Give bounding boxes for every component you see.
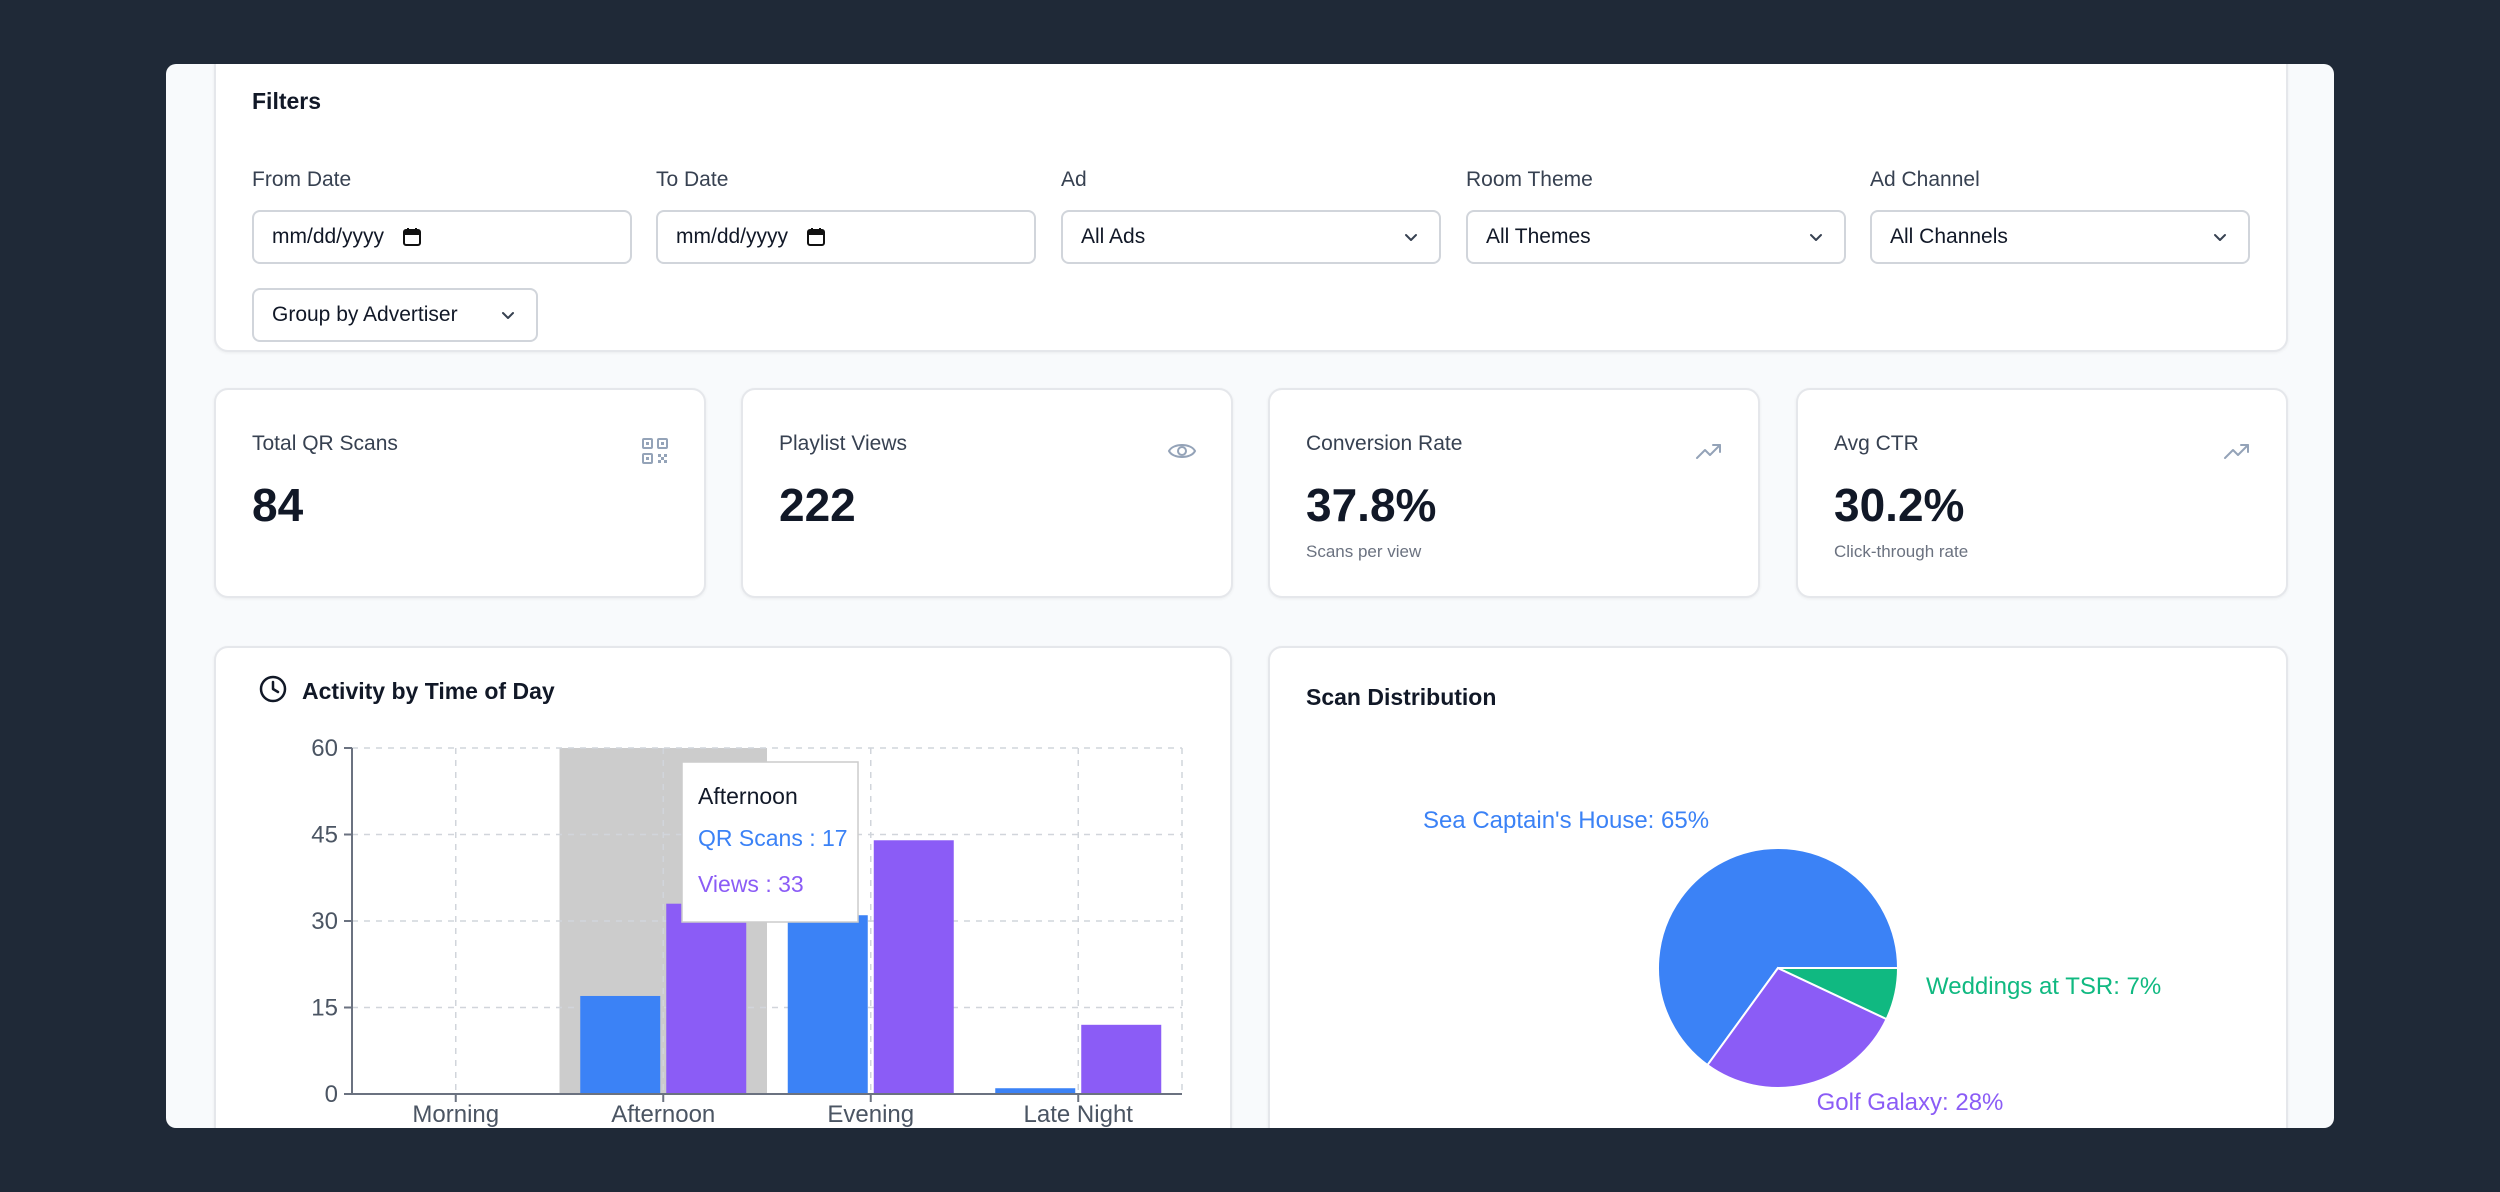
pie-slice-1 <box>1706 966 1888 1089</box>
scan-distribution-title: Scan Distribution <box>1306 684 1497 710</box>
stat-label: Avg CTR <box>1834 432 1919 455</box>
bar-qr-scans-evening <box>787 915 868 1094</box>
to-date-input[interactable]: mm/dd/yyyy <box>656 210 1036 264</box>
bar-views-evening <box>873 840 954 1094</box>
bar-qr-scans-afternoon <box>580 995 661 1094</box>
bar-qr-scans-late-night <box>995 1088 1076 1094</box>
ad-channel-value: All Channels <box>1890 225 2008 248</box>
x-tick-label: Late Night <box>1024 1101 1134 1128</box>
stat-subtitle: Scans per view <box>1306 542 1422 561</box>
calendar-icon[interactable] <box>806 227 826 247</box>
calendar-icon[interactable] <box>402 227 422 247</box>
app-window: Filters From Date mm/dd/yyyy To Date mm/… <box>166 64 2334 1128</box>
clock-icon <box>259 675 287 703</box>
stat-card-avg-ctr: Avg CTR 30.2% Click-through rate <box>1796 388 2288 598</box>
trending-up-icon <box>1696 444 1721 459</box>
x-tick-label: Afternoon <box>611 1101 715 1128</box>
ad-channel-label: Ad Channel <box>1870 168 1980 191</box>
ad-select[interactable]: All Ads <box>1061 210 1441 264</box>
stat-card-conversion-rate: Conversion Rate 37.8% Scans per view <box>1268 388 1760 598</box>
group-by-select[interactable]: Group by Advertiser <box>252 288 538 342</box>
group-by-value: Group by Advertiser <box>272 303 458 326</box>
tooltip-title: Afternoon <box>698 783 798 809</box>
activity-chart-card: Activity by Time of Day 0 15 30 45 60 Morning… <box>214 646 1232 1128</box>
ad-select-value: All Ads <box>1081 225 1146 248</box>
stat-value: 37.8% <box>1306 479 1437 531</box>
stat-card-total-qr-scans: Total QR Scans 84 <box>214 388 706 598</box>
chevron-down-icon <box>1405 234 1417 241</box>
stat-value: 222 <box>779 479 856 531</box>
bar-views-afternoon <box>666 903 747 1094</box>
bar-views-late-night <box>1081 1024 1162 1094</box>
y-tick-label: 15 <box>311 995 338 1022</box>
y-tick-label: 60 <box>311 735 338 762</box>
chart-tooltip: Afternoon QR Scans : 17 Views : 33 <box>681 761 859 923</box>
activity-chart-title: Activity by Time of Day <box>302 678 555 704</box>
from-date-label: From Date <box>252 168 352 191</box>
y-tick-label: 0 <box>325 1081 338 1108</box>
stat-label: Playlist Views <box>779 432 907 455</box>
from-date-input[interactable]: mm/dd/yyyy <box>252 210 632 264</box>
from-date-value: mm/dd/yyyy <box>272 225 385 248</box>
ad-label: Ad <box>1061 168 1087 191</box>
x-tick-label: Evening <box>827 1101 914 1128</box>
filters-panel: Filters From Date mm/dd/yyyy To Date mm/… <box>214 64 2288 352</box>
chevron-down-icon <box>1810 234 1822 241</box>
y-tick-label: 45 <box>311 822 338 849</box>
scan-distribution-pie-chart: Sea Captain's House: 65% Golf Galaxy: 28%… <box>1423 807 2161 1116</box>
ad-channel-select[interactable]: All Channels <box>1870 210 2250 264</box>
y-tick-label: 30 <box>311 908 338 935</box>
to-date-value: mm/dd/yyyy <box>676 225 789 248</box>
chevron-down-icon <box>502 312 514 319</box>
to-date-label: To Date <box>656 168 729 191</box>
eye-icon <box>1167 444 1197 458</box>
pie-label-1: Golf Galaxy: 28% <box>1817 1089 2004 1116</box>
stat-label: Total QR Scans <box>252 432 398 455</box>
scan-distribution-card: Scan Distribution Sea Captain's House: 6… <box>1268 646 2288 1128</box>
trending-up-icon <box>2224 444 2249 459</box>
pie-label-0: Sea Captain's House: 65% <box>1423 807 1709 834</box>
qr-code-icon <box>642 438 668 464</box>
stat-value: 30.2% <box>1834 479 1965 531</box>
tooltip-box <box>681 761 859 923</box>
x-tick-label: Morning <box>412 1101 499 1128</box>
room-theme-select[interactable]: All Themes <box>1466 210 1846 264</box>
tooltip-views: Views : 33 <box>698 871 804 897</box>
chevron-down-icon <box>2214 234 2226 241</box>
pie-label-2: Weddings at TSR: 7% <box>1926 973 2161 1000</box>
pie-slice-0 <box>1657 847 1900 1067</box>
stat-card-playlist-views: Playlist Views 222 <box>741 388 1233 598</box>
stat-value: 84 <box>252 479 304 531</box>
activity-bar-chart: 0 15 30 45 60 Morning Afternoon Evening Late Nig… <box>311 735 1183 1128</box>
stat-subtitle: Click-through rate <box>1834 542 1969 561</box>
filters-title: Filters <box>252 88 322 114</box>
pie-slice-2 <box>1777 967 1900 1021</box>
room-theme-label: Room Theme <box>1466 168 1593 191</box>
room-theme-value: All Themes <box>1486 225 1591 248</box>
stat-label: Conversion Rate <box>1306 432 1463 455</box>
tooltip-qr-scans: QR Scans : 17 <box>698 825 848 851</box>
